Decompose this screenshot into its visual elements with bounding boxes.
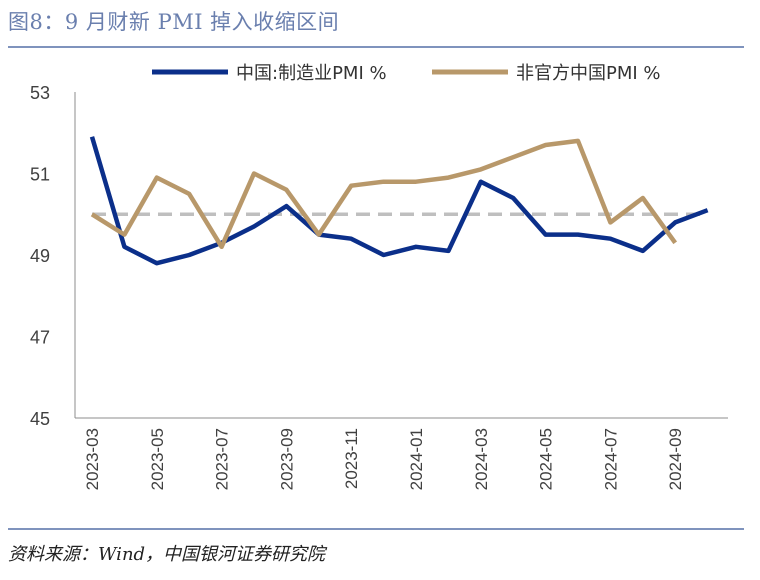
y-tick-label: 49 bbox=[30, 246, 50, 266]
x-tick-label: 2024-07 bbox=[601, 428, 620, 490]
x-axis: 2023-03 2023-05 2023-07 2023-09 2023-11 2024-… bbox=[75, 417, 728, 490]
x-tick-label: 2024-05 bbox=[537, 428, 556, 490]
y-axis: 45 47 49 51 53 bbox=[30, 83, 76, 429]
series-line-unofficial bbox=[90, 138, 678, 250]
x-tick-label: 2024-01 bbox=[407, 428, 426, 490]
y-tick-label: 45 bbox=[30, 409, 50, 429]
chart-legend: 中国:制造业PMI % 非官方中国PMI % bbox=[152, 63, 661, 84]
legend-label: 中国:制造业PMI % bbox=[236, 63, 387, 84]
x-tick-label: 2023-03 bbox=[83, 428, 102, 490]
figure-title: 图8：9 月财新 PMI 掉入收缩区间 bbox=[8, 10, 340, 34]
series-line-official bbox=[89, 136, 709, 266]
title-rule bbox=[8, 46, 744, 48]
y-tick-label: 47 bbox=[30, 328, 50, 348]
y-tick-label: 51 bbox=[30, 165, 50, 185]
x-tick-label: 2023-05 bbox=[148, 428, 167, 490]
x-tick-label: 2023-11 bbox=[342, 428, 361, 489]
series-group bbox=[89, 136, 709, 266]
source-rule bbox=[8, 528, 744, 530]
x-tick-label: 2023-07 bbox=[213, 428, 232, 490]
line-chart: 中国:制造业PMI % 非官方中国PMI % 45 47 49 51 53 2023-03… bbox=[30, 63, 728, 490]
legend-label: 非官方中国PMI % bbox=[516, 63, 661, 84]
y-tick-label: 53 bbox=[30, 83, 50, 103]
x-tick-label: 2024-03 bbox=[472, 428, 491, 490]
source-note: 资料来源：Wind，中国银河证券研究院 bbox=[8, 544, 326, 565]
x-tick-label: 2024-09 bbox=[666, 428, 685, 490]
x-tick-label: 2023-09 bbox=[277, 428, 296, 490]
